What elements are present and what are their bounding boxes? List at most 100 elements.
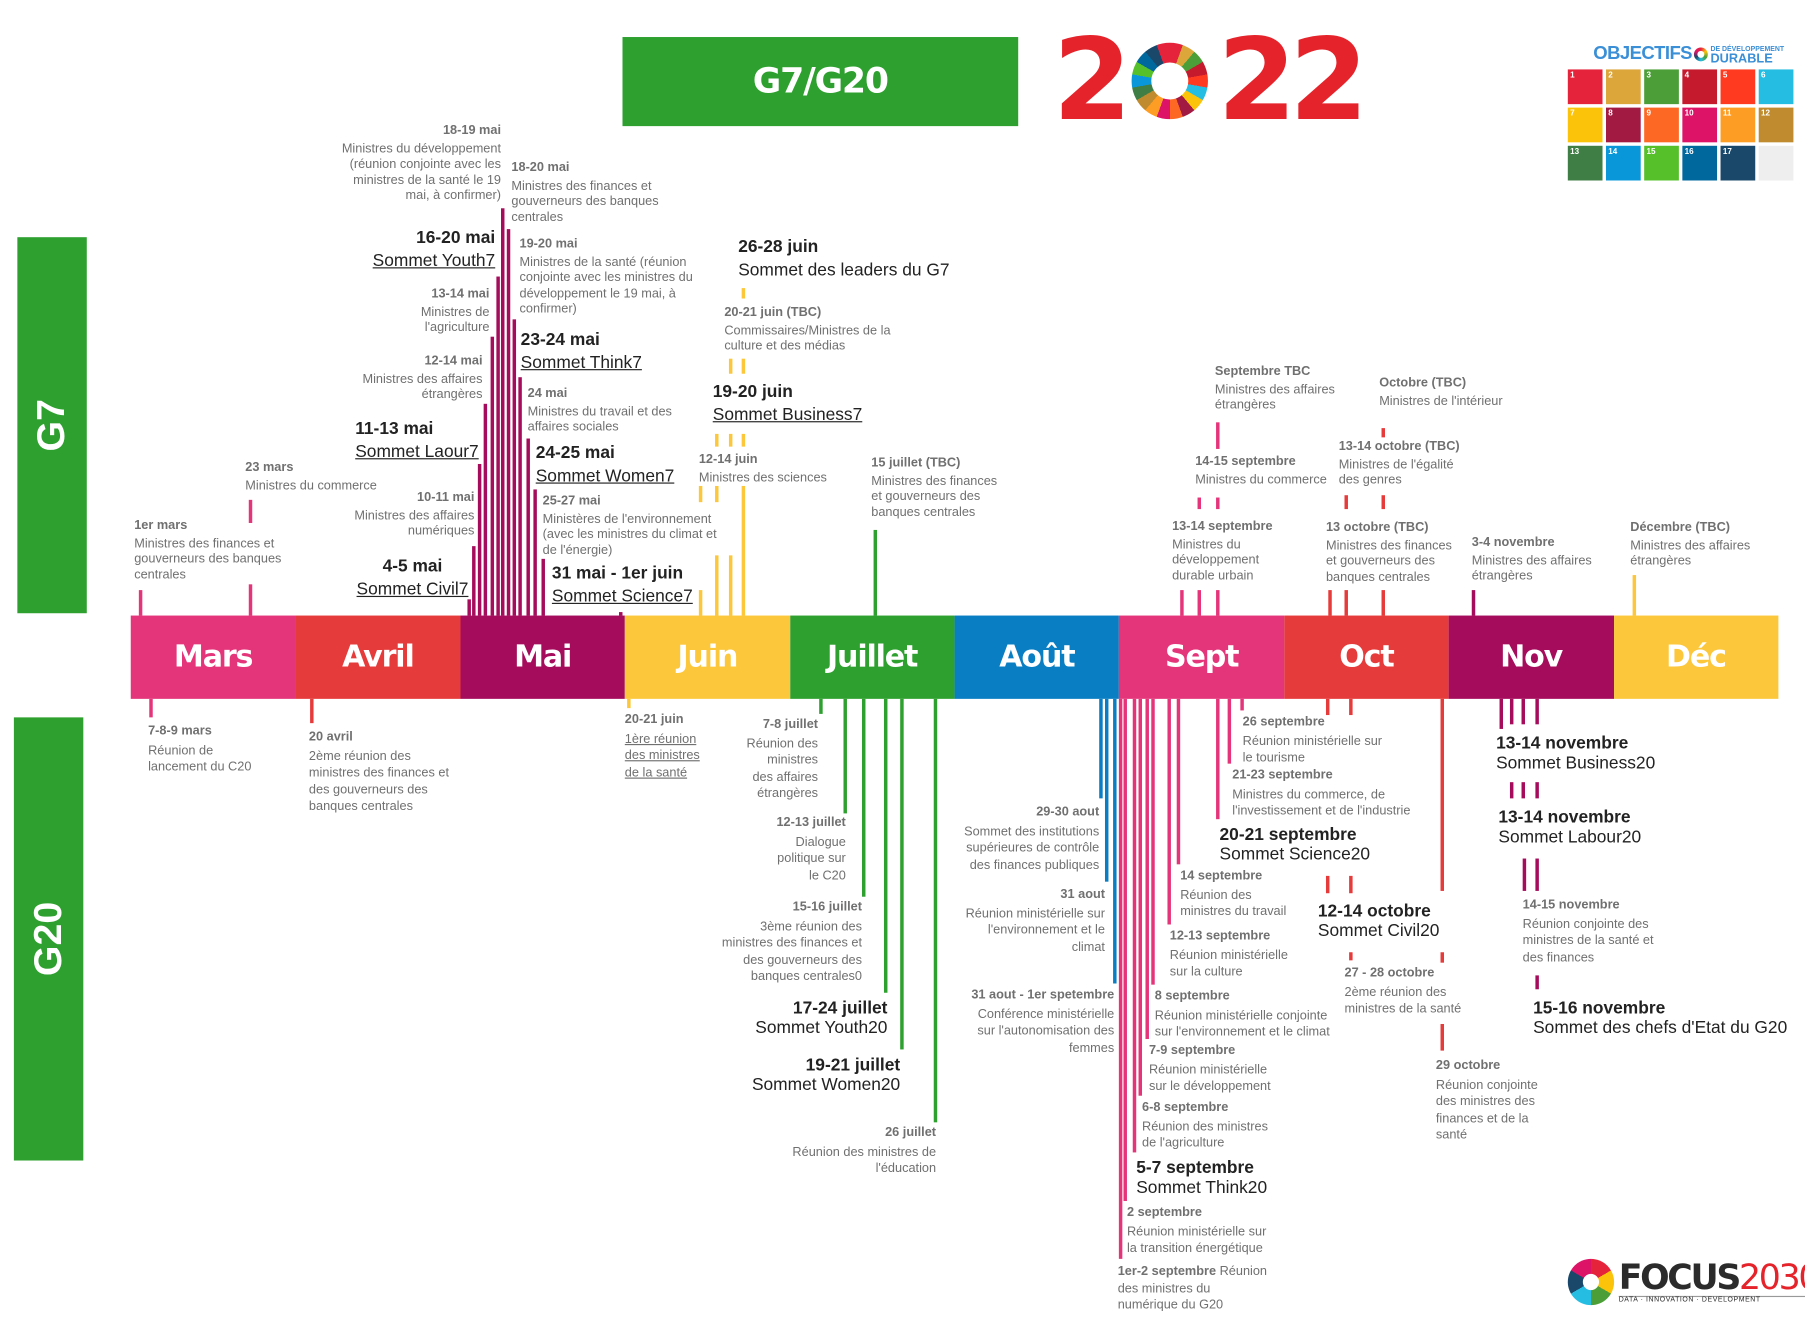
g20-label-text: G20 xyxy=(26,901,71,977)
event-description: Ministres des affaires étrangères xyxy=(1630,538,1751,569)
sdg-tile: 17 xyxy=(1720,145,1756,181)
event-description: Réunion des ministres du numérique du G2… xyxy=(1117,1264,1268,1313)
connector-line xyxy=(496,276,500,616)
event-description: Ministères de l'environnement (avec les … xyxy=(542,511,717,558)
event-date: 15-16 juillet xyxy=(792,900,863,915)
g20-event: 1er-2 septembre Réunion des ministres du… xyxy=(1118,1263,1267,1313)
event-description: Ministres des finances et gouverneurs de… xyxy=(871,473,998,519)
connector-line xyxy=(1197,497,1201,510)
connector-line xyxy=(501,208,504,616)
connector-line xyxy=(1521,782,1525,799)
connector-line xyxy=(1227,698,1231,764)
connector-line xyxy=(1216,422,1219,449)
connector-line xyxy=(1349,875,1353,894)
g7-event: 3-4 novembre Ministres des affaires étran… xyxy=(1472,536,1592,585)
g7-event: 13-14 mai Ministres de l'agriculture xyxy=(421,287,490,336)
event-date: 19-21 juillet xyxy=(805,1055,901,1075)
event-description: Ministres du commerce, de l'investisseme… xyxy=(1232,787,1411,819)
event-description: Ministres du commerce xyxy=(1195,472,1327,487)
sdg-tile: 9 xyxy=(1644,107,1679,143)
summit-name: Sommet Science20 xyxy=(1219,844,1371,865)
connector-line xyxy=(1521,698,1525,725)
connector-line xyxy=(819,698,823,714)
event-date: 8 septembre xyxy=(1154,989,1230,1004)
event-description: Réunion des ministres du travail xyxy=(1180,888,1287,919)
event-description: 2ème réunion des ministres de la santé xyxy=(1344,985,1462,1016)
focus-name: FOCUS xyxy=(1618,1257,1742,1298)
event-date: 20-21 juin (TBC) xyxy=(724,305,822,320)
sdg-tile: 13 xyxy=(1567,145,1603,181)
connector-line xyxy=(1349,952,1353,961)
event-description: Ministres des affaires étrangères xyxy=(1214,382,1335,412)
summit-name: Sommet Business20 xyxy=(1496,753,1656,773)
month-9: Déc xyxy=(1613,615,1779,699)
g20-event: 26 septembre Réunion ministérielle sur le… xyxy=(1243,715,1382,766)
sdg-tile: 4 xyxy=(1682,69,1718,105)
g20-event: 15-16 novembre Sommet des chefs d'Etat du… xyxy=(1533,997,1787,1037)
connector-line xyxy=(1325,698,1329,716)
connector-line xyxy=(1440,1023,1444,1051)
event-date: 15 juillet (TBC) xyxy=(871,455,961,470)
summit-name: Sommet Think7 xyxy=(520,352,642,373)
event-date: 25-27 mai xyxy=(542,494,601,508)
g7-event: 10-11 mai Ministres des affaires numériqu… xyxy=(354,491,474,540)
connector-line xyxy=(741,358,745,374)
connector-line xyxy=(248,499,252,523)
sdg-tile: 3 xyxy=(1644,69,1679,105)
g7-event: 18-19 mai Ministres du développement (réu… xyxy=(342,124,501,204)
event-date: 12-13 septembre xyxy=(1169,929,1271,943)
connector-line xyxy=(1535,858,1539,891)
event-date: 13-14 mai xyxy=(431,286,490,301)
event-date: 19-20 juin xyxy=(712,381,793,402)
event-date: 3-4 novembre xyxy=(1471,535,1555,550)
sdg-tile: 15 xyxy=(1644,145,1679,181)
connector-line xyxy=(728,555,732,616)
event-date: 11-13 mai xyxy=(355,418,434,439)
event-date: 12-14 mai xyxy=(424,354,483,368)
sdg-tile: 16 xyxy=(1682,145,1718,181)
g7-event: Décembre (TBC) Ministres des affaires étr… xyxy=(1630,521,1750,570)
g7-event: 14-15 septembre Ministres du commerce xyxy=(1195,455,1327,489)
summit-name: Sommet Laour7 xyxy=(355,441,479,462)
event-date: 1er mars xyxy=(134,518,188,533)
connector-line xyxy=(873,529,877,616)
connector-line xyxy=(933,698,937,1123)
event-description: Dialogue politique sur le C20 xyxy=(777,834,846,883)
g7-event: 13-14 septembre Ministres du développemen… xyxy=(1172,520,1272,585)
connector-line xyxy=(138,590,142,616)
month-0: Mars xyxy=(130,615,296,699)
connector-line xyxy=(1118,698,1122,1259)
g20-event: 5-7 septembre Sommet Think20 xyxy=(1136,1157,1267,1197)
connector-line xyxy=(1132,698,1136,1153)
event-description: Ministres des finances et gouverneurs de… xyxy=(134,536,282,582)
event-description: Ministres des affaires numériques xyxy=(354,508,475,539)
event-date: 26-28 juin xyxy=(738,237,819,257)
g7-event: Septembre TBC Ministres des affaires étra… xyxy=(1215,364,1335,413)
event-date: 15-16 novembre xyxy=(1533,998,1666,1019)
event-description: Ministres de la santé (réunion conjointe… xyxy=(519,255,693,316)
g20-event: 21-23 septembre Ministres du commerce, de… xyxy=(1232,768,1410,819)
connector-line xyxy=(1381,428,1385,438)
g20-event: 2 septembre Réunion ministérielle sur la … xyxy=(1127,1206,1266,1257)
event-date: 24-25 mai xyxy=(535,443,615,463)
event-description: Ministres du développement (réunion conj… xyxy=(341,141,502,203)
g20-event: 12-14 octobre Sommet Civil20 xyxy=(1318,900,1440,940)
connector-line xyxy=(900,698,904,1050)
g7-event: 16-20 mai Sommet Youth7 xyxy=(373,227,496,273)
connector-line xyxy=(1535,782,1539,799)
event-date: 12-14 octobre xyxy=(1317,901,1431,922)
connector-line xyxy=(1440,698,1444,891)
event-date: 12-14 juin xyxy=(698,452,758,467)
event-date: 17-24 juillet xyxy=(792,998,888,1019)
g20-event: 15-16 juillet 3ème réunion des ministres … xyxy=(722,900,862,985)
event-date: 31 mai - 1er juin xyxy=(551,563,684,584)
event-date: 29-30 aout xyxy=(1036,805,1100,820)
event-description: 2ème réunion des ministres des finances … xyxy=(308,749,450,814)
g20-event: 29-30 aout Sommet des institutions supéri… xyxy=(964,805,1099,873)
event-description: Réunion ministérielle sur la culture xyxy=(1169,948,1288,979)
connector-line xyxy=(541,558,545,616)
g7-event: 26-28 juin Sommet des leaders du G7 xyxy=(738,236,949,282)
event-date: 13-14 septembre xyxy=(1172,519,1273,534)
g7-event: 23-24 mai Sommet Think7 xyxy=(521,329,642,375)
